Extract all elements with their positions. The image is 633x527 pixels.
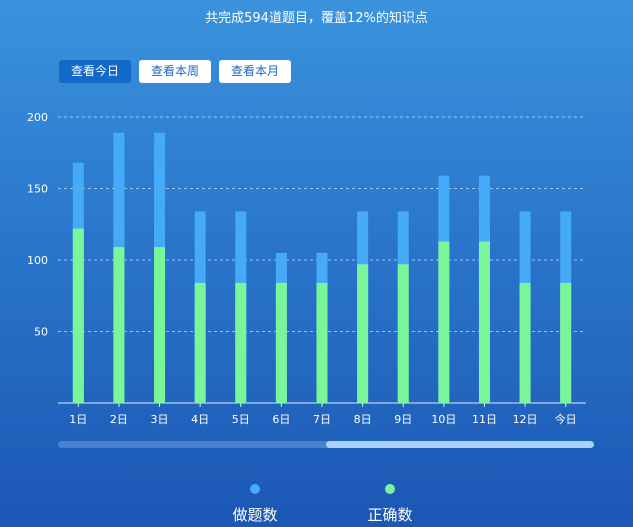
bar-correct (154, 247, 166, 403)
x-tick-label: 11日 (472, 413, 497, 426)
bar-correct (519, 282, 531, 403)
bar-correct (275, 282, 287, 403)
x-tick-label: 10日 (431, 413, 456, 426)
x-tick-label: 2日 (110, 413, 128, 426)
bar-correct (72, 228, 84, 403)
bar-chart: 50 100 150 200 1日 2日 3日 4日 5日 6日 7日 8日 9日 10日 11日 12日 今日 (27, 111, 577, 426)
y-tick-label: 100 (27, 254, 48, 267)
x-tick-label: 6日 (272, 413, 290, 426)
bar-correct (478, 241, 490, 403)
x-tick-label: 今日 (555, 412, 577, 426)
bar-correct (235, 282, 247, 403)
tab-month[interactable]: 查看本月 (219, 60, 292, 83)
x-tick-label: 1日 (69, 413, 87, 426)
legend-label-correct: 正确数 (367, 506, 413, 524)
tab-today[interactable]: 查看今日 (59, 60, 132, 83)
legend-dot-correct (385, 484, 395, 494)
bar-correct (316, 282, 328, 403)
chart-scrollbar-thumb[interactable] (326, 441, 594, 448)
y-tick-label: 50 (34, 326, 48, 339)
x-tick-label: 3日 (151, 413, 169, 426)
bar-correct (113, 247, 125, 403)
bar-correct (357, 264, 369, 403)
period-tabs: 查看今日 查看本周 查看本月 (59, 60, 292, 83)
y-tick-label: 200 (27, 111, 48, 124)
x-tick-label: 5日 (232, 413, 250, 426)
bar-correct (194, 282, 206, 403)
bar-correct (560, 282, 572, 403)
tab-week[interactable]: 查看本周 (139, 60, 212, 83)
chart-legend: 做题数 正确数 (0, 484, 633, 527)
legend-item-correct[interactable]: 正确数 (359, 484, 421, 525)
summary-text: 共完成594道题目，覆盖12%的知识点 (205, 11, 428, 26)
legend-item-done[interactable]: 做题数 (224, 484, 286, 525)
x-tick-label: 9日 (394, 413, 412, 426)
x-tick-label: 7日 (313, 413, 331, 426)
bar-correct (438, 241, 450, 403)
chart-scrollbar-track[interactable] (58, 441, 594, 448)
legend-dot-done (250, 484, 260, 494)
legend-label-done: 做题数 (232, 506, 278, 524)
x-tick-label: 12日 (513, 413, 538, 426)
bar-correct (397, 264, 409, 403)
x-tick-label: 4日 (191, 413, 209, 426)
y-tick-label: 150 (27, 183, 48, 196)
x-tick-label: 8日 (354, 413, 372, 426)
